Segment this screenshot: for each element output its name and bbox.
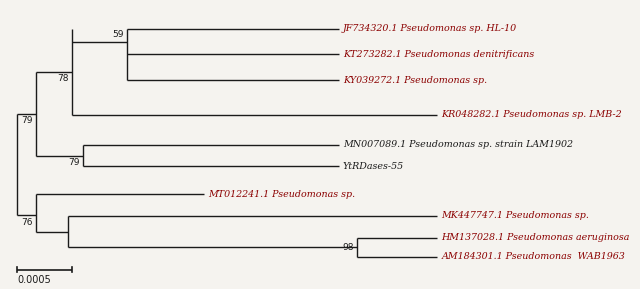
Text: 78: 78 bbox=[58, 74, 69, 83]
Text: AM184301.1 Pseudomonas  WAB1963: AM184301.1 Pseudomonas WAB1963 bbox=[442, 252, 625, 261]
Text: 79: 79 bbox=[21, 116, 33, 125]
Text: 0.0005: 0.0005 bbox=[17, 275, 51, 285]
Text: MN007089.1 Pseudomonas sp. strain LAM1902: MN007089.1 Pseudomonas sp. strain LAM190… bbox=[343, 140, 573, 149]
Text: YtRDases-55: YtRDases-55 bbox=[343, 162, 404, 171]
Text: HM137028.1 Pseudomonas aeruginosa: HM137028.1 Pseudomonas aeruginosa bbox=[442, 233, 630, 242]
Text: KY039272.1 Pseudomonas sp.: KY039272.1 Pseudomonas sp. bbox=[343, 76, 487, 85]
Text: 76: 76 bbox=[21, 218, 33, 227]
Text: MT012241.1 Pseudomonas sp.: MT012241.1 Pseudomonas sp. bbox=[208, 190, 355, 199]
Text: JF734320.1 Pseudomonas sp. HL-10: JF734320.1 Pseudomonas sp. HL-10 bbox=[343, 24, 517, 33]
Text: 79: 79 bbox=[68, 158, 80, 167]
Text: 59: 59 bbox=[113, 30, 124, 39]
Text: KR048282.1 Pseudomonas sp. LMB-2: KR048282.1 Pseudomonas sp. LMB-2 bbox=[442, 110, 622, 119]
Text: 98: 98 bbox=[342, 243, 354, 252]
Text: MK447747.1 Pseudomonas sp.: MK447747.1 Pseudomonas sp. bbox=[442, 212, 589, 221]
Text: KT273282.1 Pseudomonas denitrificans: KT273282.1 Pseudomonas denitrificans bbox=[343, 50, 534, 59]
